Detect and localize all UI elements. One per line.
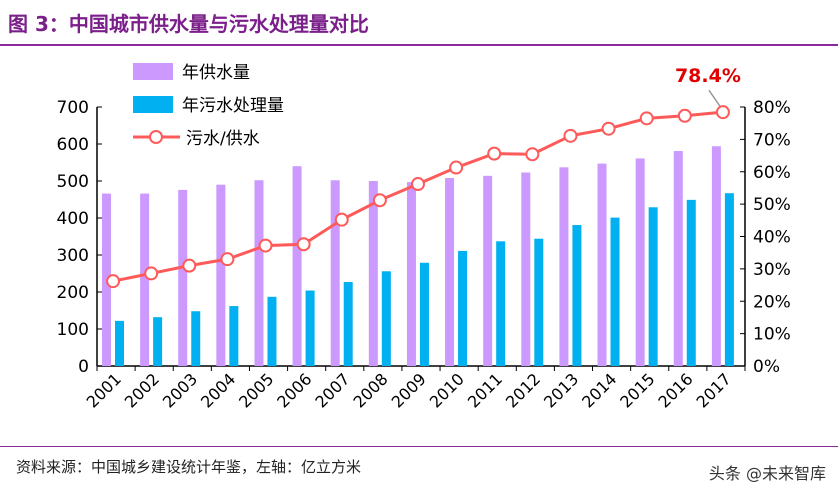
bar-supply — [292, 166, 302, 366]
bar-sewage — [724, 193, 734, 366]
x-tick-label: 2016 — [654, 369, 696, 411]
right-tick-label: 20% — [753, 292, 791, 312]
left-tick-label: 0 — [78, 357, 89, 377]
left-tick-label: 700 — [57, 98, 89, 118]
x-tick-label: 2013 — [540, 369, 582, 411]
bar-sewage — [191, 311, 201, 366]
x-tick-label: 2002 — [121, 369, 163, 411]
chart-title: 图 3：中国城市供水量与污水处理量对比 — [8, 12, 369, 36]
x-tick-label: 2010 — [426, 369, 468, 411]
x-tick-label: 2003 — [159, 369, 201, 411]
bar-supply — [330, 180, 340, 366]
x-tick-label: 2014 — [578, 369, 620, 411]
ratio-point — [449, 160, 464, 175]
ratio-point — [601, 121, 616, 136]
bar-sewage — [610, 217, 620, 366]
bar-supply — [216, 184, 226, 366]
bar-supply — [597, 163, 607, 366]
bar-supply — [635, 158, 645, 366]
bar-supply — [445, 178, 455, 366]
x-tick-label: 2015 — [616, 369, 658, 411]
ratio-point — [372, 193, 387, 208]
legend-label-ratio: 污水/供水 — [186, 129, 260, 149]
left-tick-label: 300 — [57, 246, 89, 266]
bar-sewage — [686, 199, 696, 366]
bar-sewage — [305, 290, 315, 366]
right-tick-label: 10% — [753, 325, 791, 345]
bar-sewage — [153, 317, 163, 366]
ratio-point — [144, 266, 159, 281]
bar-sewage — [648, 207, 658, 366]
right-tick-label: 70% — [753, 130, 791, 150]
bar-sewage — [572, 225, 582, 366]
bar-supply — [140, 193, 150, 366]
bar-sewage — [419, 262, 429, 366]
x-tick-label: 2008 — [349, 369, 391, 411]
x-tick-label: 2006 — [273, 369, 315, 411]
x-tick-label: 2011 — [464, 369, 506, 411]
source-note: 资料来源：中国城乡建设统计年鉴，左轴：亿立方米 — [16, 458, 362, 476]
ratio-point — [563, 128, 578, 143]
x-tick-label: 2007 — [311, 369, 353, 411]
right-tick-label: 60% — [753, 163, 791, 183]
bar-supply — [178, 189, 188, 366]
legend-swatch-sewage — [133, 96, 173, 113]
ratio-point — [639, 111, 654, 126]
bar-supply — [711, 146, 721, 366]
ratio-point — [334, 212, 349, 227]
ratio-point — [525, 147, 540, 162]
right-tick-label: 40% — [753, 228, 791, 248]
bar-supply — [368, 181, 378, 366]
bar-sewage — [229, 306, 239, 366]
legend-marker-ratio — [149, 130, 163, 144]
right-tick-label: 0% — [753, 357, 780, 377]
right-tick-label: 50% — [753, 195, 791, 215]
legend-label-sewage: 年污水处理量 — [182, 96, 284, 116]
ratio-point — [411, 177, 425, 192]
ratio-point — [182, 258, 197, 273]
left-tick-label: 500 — [57, 172, 89, 192]
bar-supply — [254, 180, 264, 366]
x-tick-label: 2005 — [235, 369, 277, 411]
legend-label-supply: 年供水量 — [182, 63, 250, 83]
bar-sewage — [496, 241, 506, 366]
bar-sewage — [115, 320, 124, 366]
bar-sewage — [381, 271, 391, 366]
right-tick-label: 30% — [753, 260, 791, 280]
ratio-point — [677, 108, 692, 123]
x-tick-label: 2009 — [388, 369, 430, 411]
title-divider — [0, 44, 838, 46]
bar-sewage — [534, 238, 544, 366]
ratio-point — [296, 237, 311, 252]
bar-sewage — [343, 282, 353, 366]
bar-sewage — [267, 296, 277, 366]
annotation-leader — [708, 89, 721, 107]
bar-supply — [673, 151, 683, 366]
ratio-point — [258, 238, 273, 253]
bar-sewage — [458, 250, 468, 366]
ratio-point — [106, 274, 121, 289]
annotation-label: 78.4% — [675, 65, 741, 87]
watermark: 头条 @未来智库 — [708, 464, 826, 483]
legend-swatch-supply — [133, 63, 173, 80]
left-tick-label: 600 — [57, 135, 89, 155]
bar-supply — [521, 172, 531, 366]
ratio-point — [487, 146, 502, 161]
bar-supply — [483, 175, 493, 366]
right-tick-label: 80% — [753, 98, 791, 118]
bar-supply — [559, 167, 569, 366]
left-tick-label: 100 — [57, 320, 89, 340]
ratio-point — [715, 105, 730, 120]
bar-supply — [406, 182, 416, 366]
left-tick-label: 400 — [57, 209, 89, 229]
x-tick-label: 2012 — [502, 369, 544, 411]
footer-divider — [0, 446, 838, 447]
x-tick-label: 2017 — [693, 369, 735, 411]
ratio-point — [220, 252, 235, 267]
left-tick-label: 200 — [57, 283, 89, 303]
x-tick-label: 2004 — [197, 369, 239, 411]
